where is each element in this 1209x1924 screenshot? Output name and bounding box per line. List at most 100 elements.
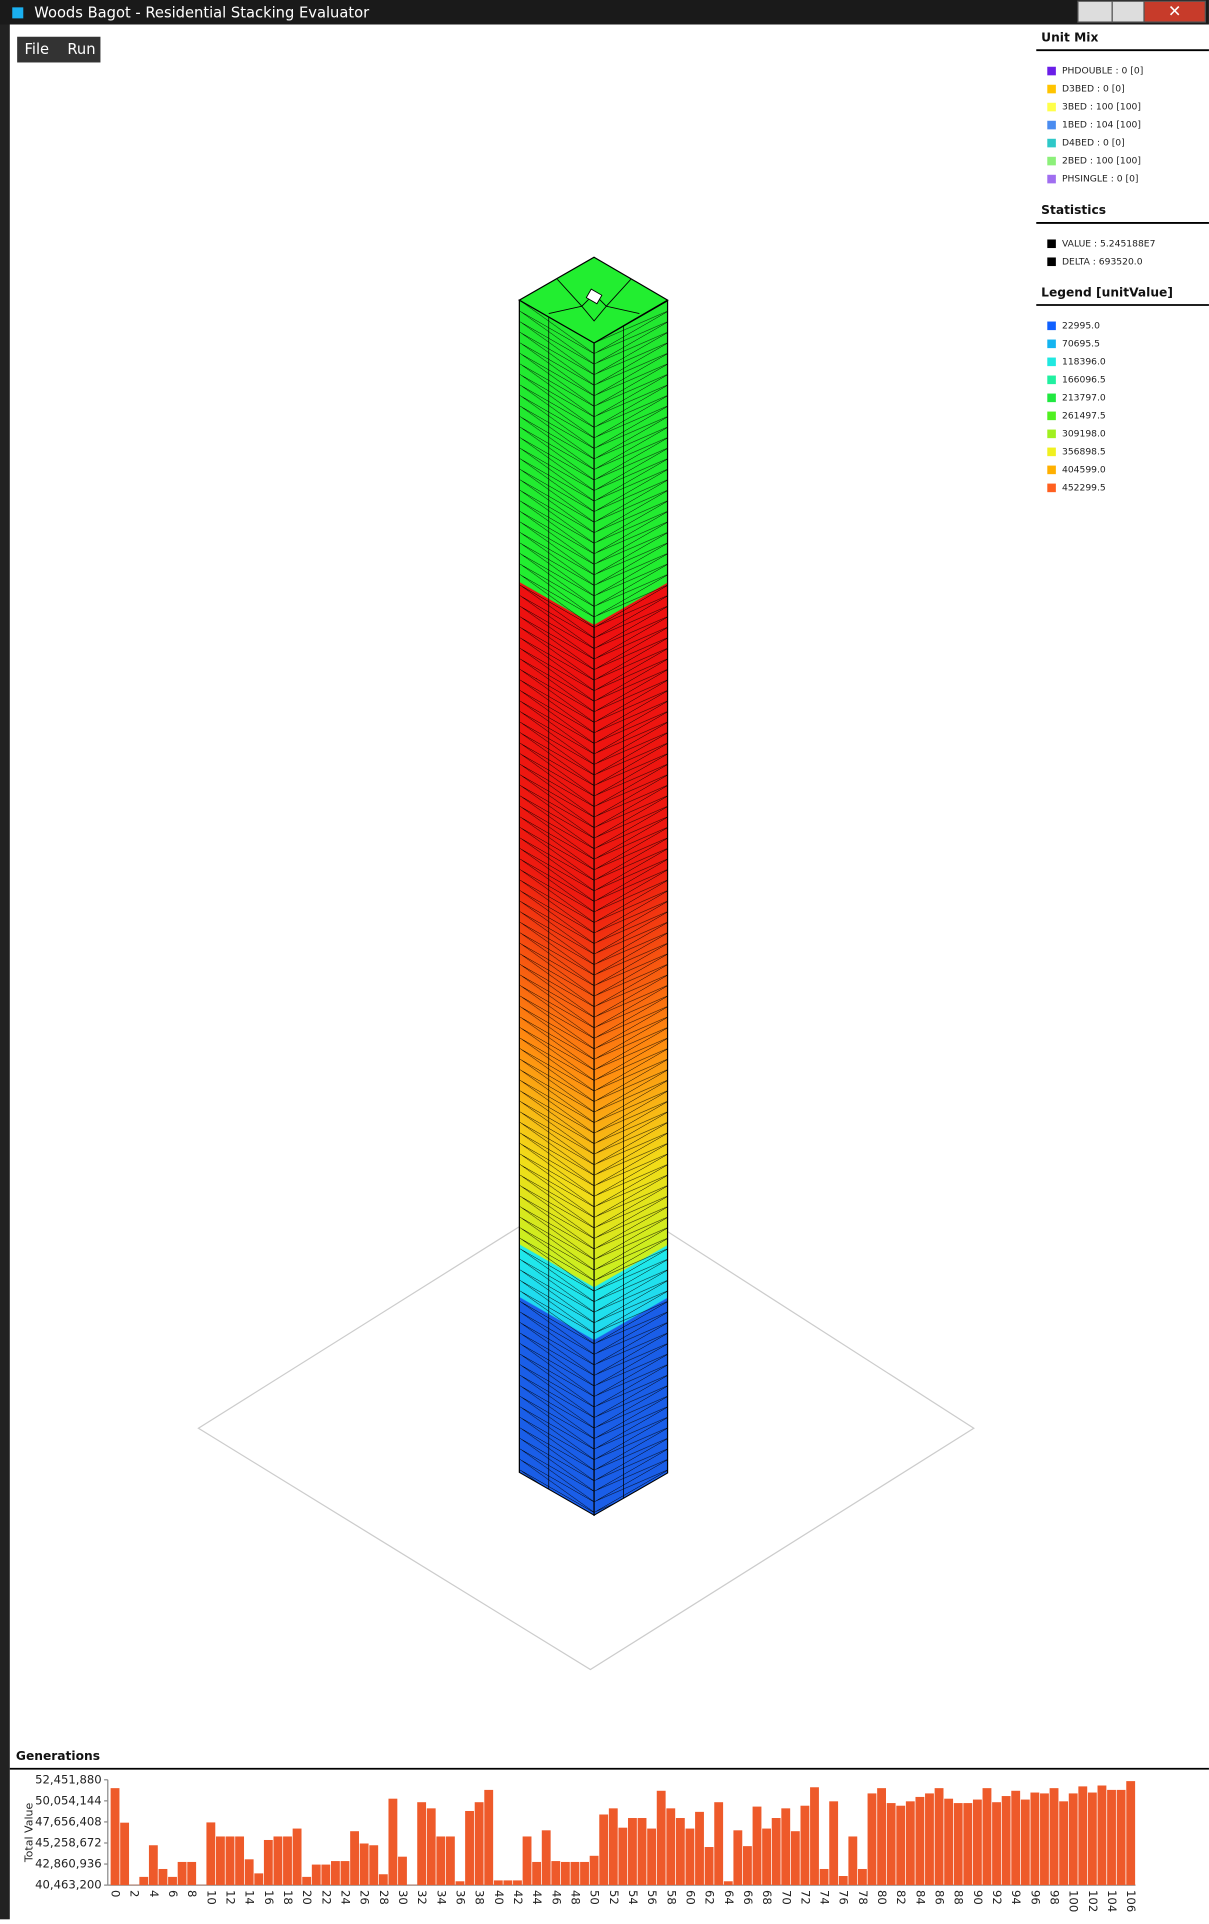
minimize-button[interactable] [1078,1,1112,22]
bar [733,1830,742,1885]
x-tick-label: 28 [377,1890,391,1905]
bar [858,1869,867,1885]
x-tick-label: 6 [166,1890,180,1897]
bar [1069,1793,1078,1885]
bar [159,1869,168,1885]
x-tick-label: 26 [358,1890,372,1905]
legend-swatch [1047,322,1056,331]
y-axis-label: Total Value [22,1802,35,1863]
legend-item: 213797.0 [1062,392,1106,403]
x-tick-label: 34 [434,1890,448,1905]
bar [848,1836,857,1885]
x-tick-label: 46 [549,1890,563,1905]
x-tick-label: 64 [722,1890,736,1905]
bar [1011,1791,1020,1885]
bar [379,1874,388,1885]
legend-item: 309198.0 [1062,428,1106,439]
bar [666,1808,675,1885]
bar [187,1862,196,1885]
left-border [0,24,10,1919]
bar [436,1836,445,1885]
bar [618,1828,627,1885]
x-tick-label: 92 [990,1890,1004,1905]
x-tick-label: 36 [453,1890,467,1905]
menu-item[interactable]: Run [67,41,95,58]
bar [1040,1793,1049,1885]
x-tick-label: 78 [856,1890,870,1905]
bar [475,1802,484,1885]
y-tick-label: 52,451,880 [35,1772,102,1786]
x-tick-label: 76 [837,1890,851,1905]
bar [245,1859,254,1885]
bar [628,1818,637,1885]
bar [542,1830,551,1885]
x-tick-label: 88 [952,1890,966,1905]
bar [1078,1786,1087,1885]
x-tick-label: 44 [530,1890,544,1905]
bar [705,1847,714,1885]
bar [561,1862,570,1885]
x-tick-label: 86 [933,1890,947,1905]
x-tick-label: 10 [204,1890,218,1905]
bar [800,1806,809,1885]
x-tick-label: 66 [741,1890,755,1905]
bar [120,1823,129,1885]
x-tick-label: 94 [1009,1890,1023,1905]
legend-item: 22995.0 [1062,320,1100,331]
legend-item: D3BED : 0 [0] [1062,84,1125,95]
legend-swatch [1047,412,1056,421]
x-tick-label: 4 [147,1890,161,1897]
legend-swatch [1047,448,1056,457]
bar [388,1799,397,1885]
bar [484,1790,493,1885]
maximize-button[interactable] [1112,1,1144,22]
legend-item: D4BED : 0 [0] [1062,138,1125,149]
legend-item: 70695.5 [1062,338,1100,349]
legend-item: 2BED : 100 [100] [1062,156,1141,167]
legend-item: 166096.5 [1062,374,1106,385]
section-title: Legend [unitValue] [1041,285,1173,299]
bar [954,1803,963,1885]
x-tick-label: 2 [128,1890,142,1897]
x-tick-label: 96 [1028,1890,1042,1905]
bar [571,1862,580,1885]
x-tick-label: 50 [588,1890,602,1905]
bar [762,1829,771,1886]
bar [772,1818,781,1885]
x-tick-label: 54 [626,1890,640,1905]
x-tick-label: 74 [818,1890,832,1905]
bar [398,1857,407,1885]
menu-item[interactable]: File [24,41,49,58]
bar [226,1836,235,1885]
bar [1098,1786,1107,1886]
bar [273,1836,282,1885]
bar [360,1844,369,1886]
legend-item: 356898.5 [1062,446,1106,457]
bar [1117,1790,1126,1885]
x-tick-label: 84 [913,1890,927,1905]
legend-swatch [1047,376,1056,385]
legend-item: PHDOUBLE : 0 [0] [1062,66,1143,77]
bar [963,1803,972,1885]
x-tick-label: 104 [1105,1890,1119,1912]
legend-swatch [1047,340,1056,349]
x-tick-label: 60 [683,1890,697,1905]
x-tick-label: 58 [664,1890,678,1905]
bar [915,1797,924,1885]
legend-item: PHSINGLE : 0 [0] [1062,174,1139,185]
legend-swatch [1047,67,1056,76]
bar [513,1880,522,1885]
bar [896,1806,905,1885]
bar [1126,1781,1135,1885]
bar [983,1788,992,1885]
legend-item: VALUE : 5.245188E7 [1062,238,1156,249]
x-tick-label: 30 [396,1890,410,1905]
x-tick-label: 102 [1086,1890,1100,1912]
x-tick-label: 106 [1124,1890,1138,1912]
bar [935,1788,944,1885]
x-tick-label: 20 [300,1890,314,1905]
legend-swatch [1047,257,1056,266]
close-icon: ✕ [1168,2,1181,21]
bar [264,1840,273,1885]
